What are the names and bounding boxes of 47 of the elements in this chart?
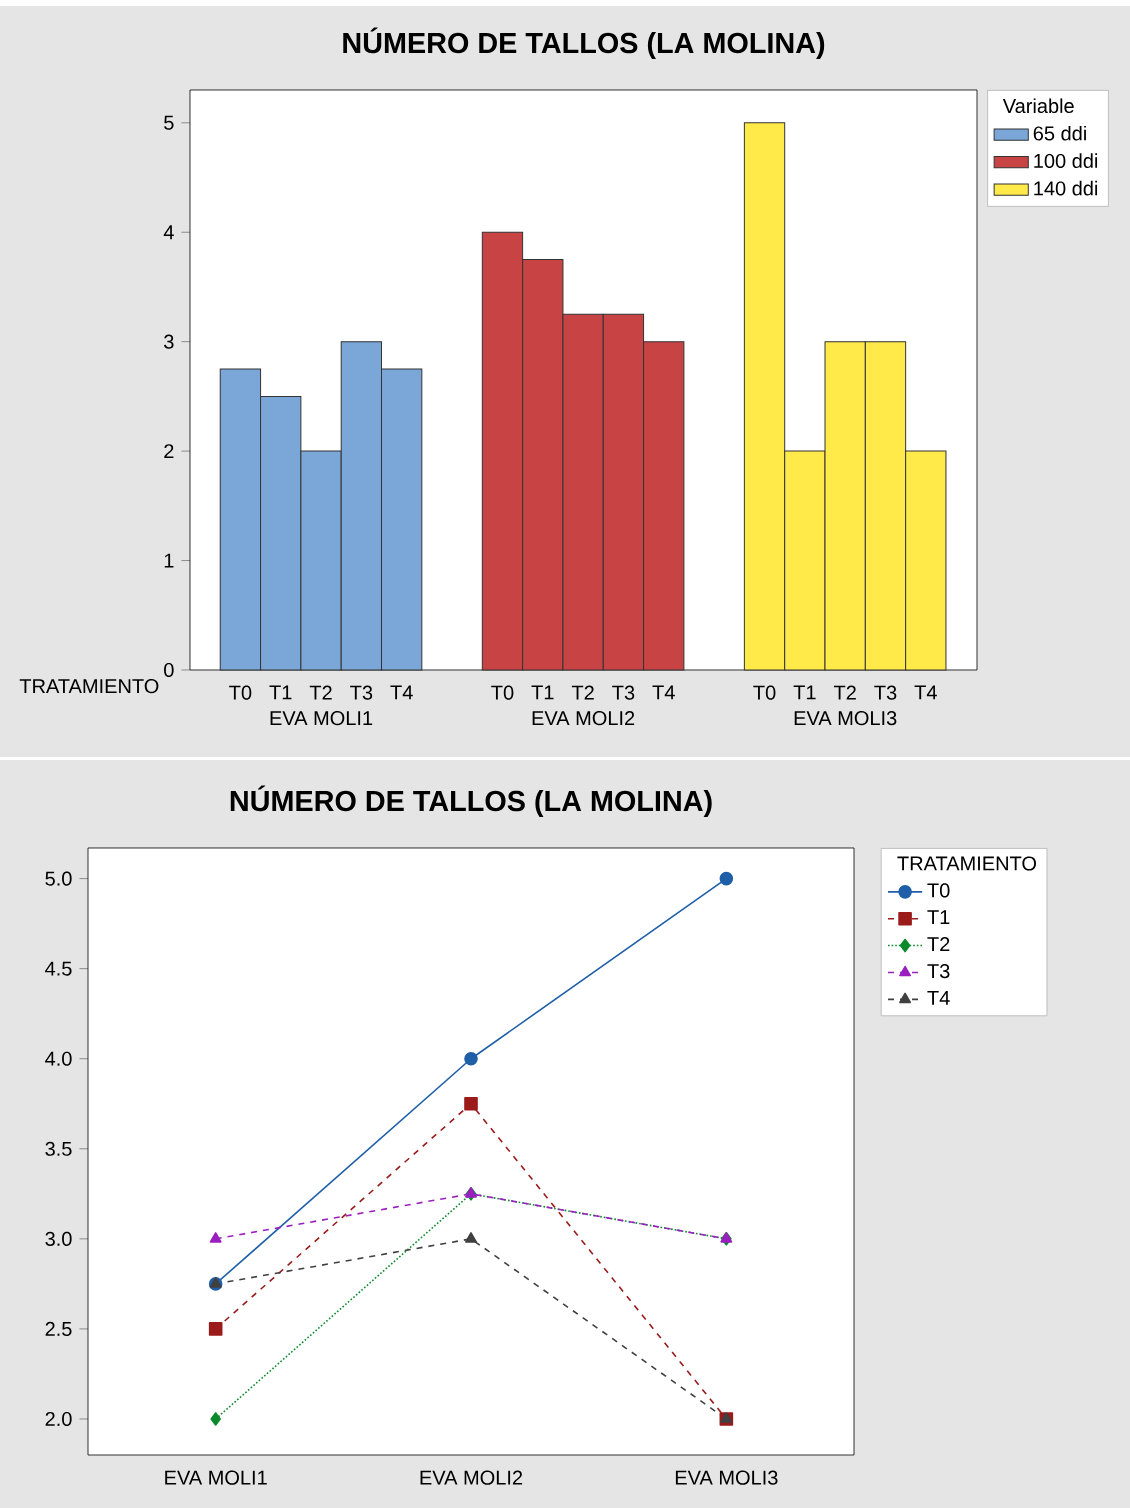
chart-title: NÚMERO DE TALLOS (LA MOLINA) [343, 27, 825, 59]
y-tick-label: 0 [164, 662, 174, 678]
y-tick-label: 3.0 [45, 1231, 72, 1246]
y-tick-label: 4.0 [45, 1051, 72, 1066]
x-tick-label: EVA MOLI1 [165, 1470, 267, 1485]
legend-label: T3 [927, 964, 950, 979]
legend-label: T0 [927, 883, 950, 898]
x-tick-label: T3 [350, 685, 373, 700]
text: EVA MOLI3 [794, 711, 897, 726]
y-tick-label: 2.0 [45, 1411, 72, 1427]
legend-label: 140 ddi [1034, 180, 1098, 196]
legend-title: TRATAMIENTO [897, 856, 1037, 871]
x-tick-label: T0 [229, 685, 252, 700]
x-tick-label: EVA MOLI2 [420, 1470, 523, 1485]
y-tick-label: 4 [163, 225, 174, 240]
x-tick-label: T2 [309, 685, 332, 700]
legend-label: T1 [927, 910, 950, 925]
x-tick-label: T2 [571, 685, 594, 700]
chart-title: NÚMERO DE TALLOS (LA MOLINA) [230, 785, 712, 817]
y-tick-label: 3.5 [45, 1141, 72, 1156]
x-tick-label: T2 [833, 685, 856, 700]
legend-label: T4 [927, 991, 950, 1005]
legend-label: 100 ddi [1034, 153, 1098, 169]
y-tick-label: 5 [164, 115, 174, 130]
y-tick-label: 3 [164, 334, 174, 349]
legend-label: 65 ddi [1033, 125, 1086, 141]
x-tick-label: T1 [793, 685, 816, 700]
x-tick-label: T3 [612, 685, 635, 700]
x-tick-label: T3 [874, 685, 897, 700]
text: EVA MOLI2 [532, 711, 635, 726]
legend-title: Variable [1002, 98, 1074, 114]
x-tick-label: T4 [390, 685, 413, 700]
x-tick-label: T1 [531, 685, 554, 700]
x-tick-label: T0 [491, 685, 514, 700]
x-axis-title: TRATAMIENTO [19, 679, 159, 694]
x-tick-label: T1 [269, 685, 292, 700]
y-tick-label: 1 [164, 553, 174, 568]
x-tick-label: T4 [914, 685, 937, 700]
text: EVA MOLI1 [270, 711, 373, 726]
y-tick-label: 5.0 [45, 871, 72, 886]
legend-label: T2 [927, 937, 950, 952]
y-tick-label: 2 [164, 444, 174, 459]
x-tick-label: EVA MOLI3 [675, 1470, 778, 1485]
y-tick-label: 4.5 [45, 961, 72, 976]
y-tick-label: 2.5 [45, 1321, 72, 1336]
x-tick-label: T4 [652, 685, 675, 700]
x-tick-label: T0 [753, 685, 776, 700]
